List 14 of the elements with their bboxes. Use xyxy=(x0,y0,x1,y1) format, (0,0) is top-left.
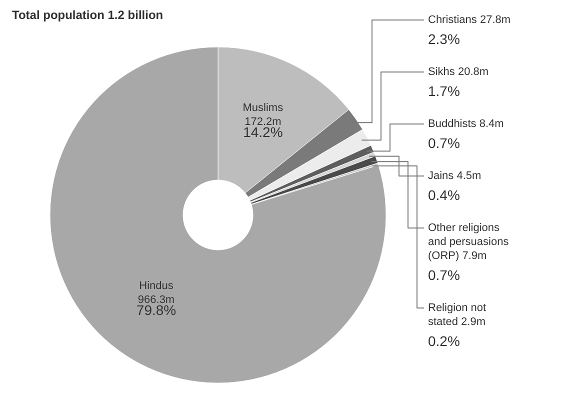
slice-label: Religion not stated 2.9m xyxy=(428,302,486,328)
slice-label: Other religions and persuasions (ORP) 7.9m xyxy=(428,222,510,262)
donut-slice xyxy=(50,46,386,383)
slice-label: Sikhs 20.8m xyxy=(428,66,489,78)
data-label: 1.7% xyxy=(428,83,460,99)
data-label: 0.7% xyxy=(428,267,460,283)
slice-label: Buddhists 8.4m xyxy=(428,118,504,130)
data-label: 0.4% xyxy=(428,187,460,203)
slice-label: Jains 4.5m xyxy=(428,170,482,182)
chart-title: Total population 1.2 billion xyxy=(12,8,164,22)
data-label: 2.3% xyxy=(428,31,460,47)
data-label: 0.2% xyxy=(428,333,460,349)
data-label: 0.7% xyxy=(428,135,460,151)
slice-label: Christians 27.8m xyxy=(428,14,511,26)
